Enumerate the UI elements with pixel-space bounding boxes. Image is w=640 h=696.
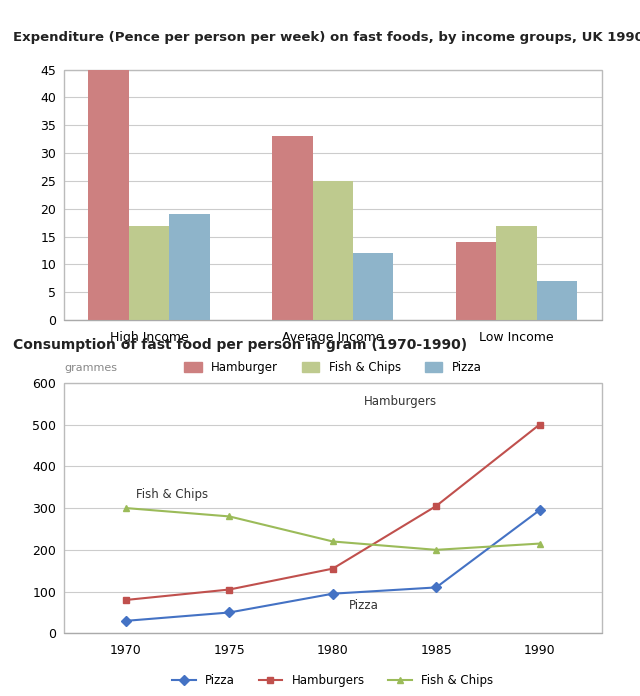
Pizza bbox=[122, 617, 130, 625]
Fish & Chips bbox=[225, 512, 233, 521]
Fish & Chips bbox=[329, 537, 337, 546]
Line: Pizza: Pizza bbox=[122, 507, 543, 624]
Hamburgers bbox=[536, 420, 543, 429]
Text: Pizza: Pizza bbox=[349, 599, 380, 612]
Fish & Chips bbox=[433, 546, 440, 554]
Fish & Chips bbox=[536, 539, 543, 548]
Pizza bbox=[536, 506, 543, 514]
Legend: Hamburger, Fish & Chips, Pizza: Hamburger, Fish & Chips, Pizza bbox=[179, 356, 486, 379]
Bar bbox=[64, 70, 602, 320]
Pizza bbox=[329, 590, 337, 598]
Hamburgers bbox=[329, 564, 337, 573]
Legend: Pizza, Hamburgers, Fish & Chips: Pizza, Hamburgers, Fish & Chips bbox=[167, 670, 499, 692]
Bar bbox=[272, 136, 312, 320]
Pizza bbox=[225, 608, 233, 617]
Bar bbox=[353, 253, 394, 320]
Text: Fish & Chips: Fish & Chips bbox=[136, 488, 209, 500]
Bar bbox=[497, 226, 537, 320]
Bar bbox=[88, 70, 129, 320]
Bar bbox=[312, 181, 353, 320]
Bar bbox=[169, 214, 210, 320]
Line: Fish & Chips: Fish & Chips bbox=[122, 505, 543, 553]
Text: grammes: grammes bbox=[64, 363, 117, 373]
Fish & Chips bbox=[122, 504, 130, 512]
Text: Consumption of fast food per person in gram (1970-1990): Consumption of fast food per person in g… bbox=[13, 338, 467, 351]
Bar bbox=[129, 226, 169, 320]
Hamburgers bbox=[225, 585, 233, 594]
Bar bbox=[456, 242, 497, 320]
Text: Hamburgers: Hamburgers bbox=[364, 395, 437, 408]
Bar bbox=[64, 383, 602, 633]
Line: Hamburgers: Hamburgers bbox=[122, 421, 543, 603]
Text: Expenditure (Pence per person per week) on fast foods, by income groups, UK 1990: Expenditure (Pence per person per week) … bbox=[13, 31, 640, 45]
Hamburgers bbox=[433, 502, 440, 510]
Bar bbox=[537, 281, 577, 320]
Hamburgers bbox=[122, 596, 130, 604]
Pizza bbox=[433, 583, 440, 592]
